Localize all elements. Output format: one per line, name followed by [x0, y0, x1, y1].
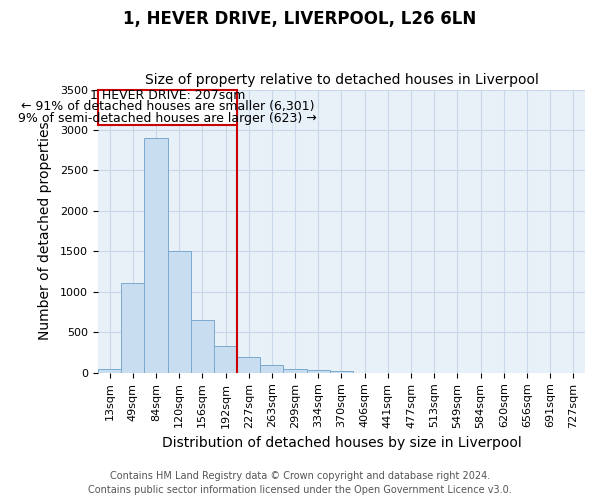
Text: 1 HEVER DRIVE: 207sqm: 1 HEVER DRIVE: 207sqm — [90, 89, 245, 102]
Text: 1, HEVER DRIVE, LIVERPOOL, L26 6LN: 1, HEVER DRIVE, LIVERPOOL, L26 6LN — [124, 10, 476, 28]
Text: Contains HM Land Registry data © Crown copyright and database right 2024.
Contai: Contains HM Land Registry data © Crown c… — [88, 471, 512, 495]
Y-axis label: Number of detached properties: Number of detached properties — [38, 122, 52, 340]
X-axis label: Distribution of detached houses by size in Liverpool: Distribution of detached houses by size … — [161, 436, 521, 450]
Bar — [98, 369, 121, 373]
Bar — [237, 356, 260, 373]
Bar — [260, 364, 283, 373]
Bar — [167, 252, 191, 373]
Bar — [121, 283, 145, 373]
Text: 9% of semi-detached houses are larger (623) →: 9% of semi-detached houses are larger (6… — [18, 112, 317, 124]
Title: Size of property relative to detached houses in Liverpool: Size of property relative to detached ho… — [145, 73, 538, 87]
Bar — [283, 369, 307, 373]
Bar — [214, 346, 237, 373]
Text: ← 91% of detached houses are smaller (6,301): ← 91% of detached houses are smaller (6,… — [21, 100, 314, 114]
Bar — [330, 371, 353, 373]
Bar — [98, 90, 237, 125]
Bar — [307, 370, 330, 373]
Bar — [191, 320, 214, 373]
Bar — [145, 138, 167, 373]
